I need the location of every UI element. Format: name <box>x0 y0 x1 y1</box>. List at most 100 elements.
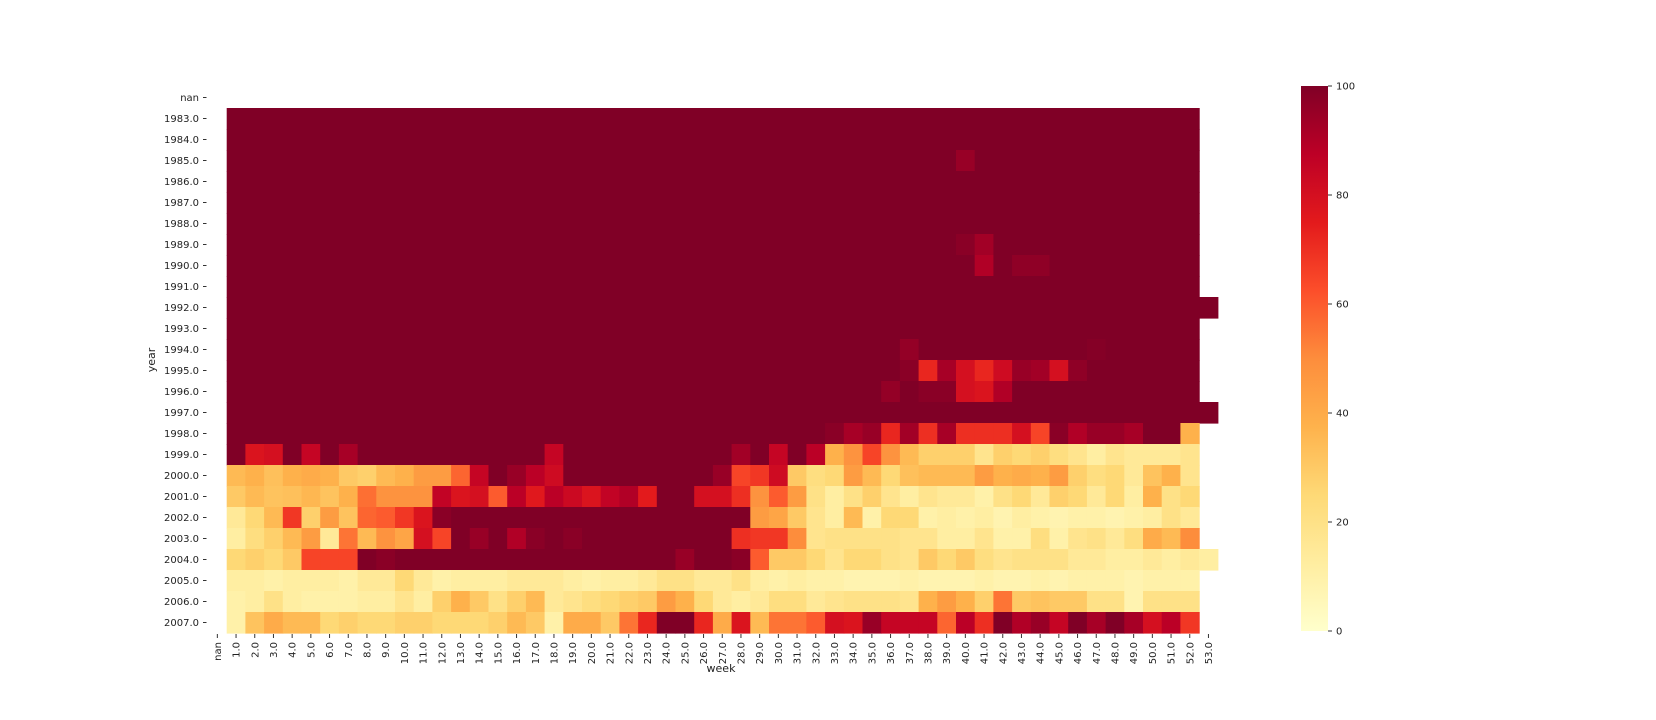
heatmap-cell <box>525 549 546 571</box>
heatmap-cell <box>357 444 377 466</box>
y-tick-label: 2003.0 <box>164 534 199 545</box>
heatmap-cell <box>881 528 901 550</box>
heatmap-cell <box>769 465 789 487</box>
heatmap-cell <box>974 192 994 214</box>
heatmap-cell <box>488 318 508 340</box>
heatmap-cell <box>750 528 770 550</box>
heatmap-cell <box>226 318 246 340</box>
heatmap-cell <box>825 528 845 550</box>
heatmap-cell <box>357 171 377 193</box>
x-tick-label: 17.0 <box>531 642 542 664</box>
heatmap-cell <box>544 192 564 214</box>
heatmap-cell <box>825 549 845 571</box>
heatmap-cell <box>769 444 789 466</box>
heatmap-cell <box>638 507 658 529</box>
heatmap-cell <box>899 402 920 424</box>
heatmap-cell <box>881 570 901 592</box>
colorbar-gradient <box>1301 86 1328 631</box>
heatmap-cell <box>1086 213 1107 235</box>
heatmap-cell <box>320 444 340 466</box>
heatmap-cell <box>600 213 620 235</box>
heatmap-cell <box>432 192 452 214</box>
heatmap-cell <box>862 486 882 508</box>
heatmap-cell <box>1012 129 1032 151</box>
heatmap-cell <box>750 213 770 235</box>
heatmap-cell <box>600 318 620 340</box>
heatmap-cell <box>600 276 620 298</box>
heatmap-cell <box>712 297 733 319</box>
heatmap-cell <box>582 570 602 592</box>
heatmap-cell <box>694 528 714 550</box>
heatmap-cell <box>956 297 976 319</box>
heatmap-cell <box>769 297 789 319</box>
heatmap-cell <box>432 339 452 361</box>
heatmap-cell <box>469 465 490 487</box>
heatmap-cell <box>507 192 527 214</box>
heatmap-cell <box>619 171 639 193</box>
heatmap-cell <box>1012 276 1032 298</box>
heatmap-cell <box>750 423 770 445</box>
heatmap-cell <box>881 381 901 403</box>
heatmap-cell <box>787 612 807 634</box>
heatmap-cell <box>862 549 882 571</box>
heatmap-cell <box>1161 255 1181 277</box>
heatmap-cell <box>862 297 882 319</box>
heatmap-cell <box>918 213 938 235</box>
x-tick-label: 29.0 <box>755 642 766 664</box>
heatmap-cell <box>731 234 751 256</box>
x-tick-label: 31.0 <box>793 642 804 664</box>
heatmap-cell <box>712 465 733 487</box>
heatmap-cell <box>881 297 901 319</box>
heatmap-cell <box>301 318 321 340</box>
heatmap-cell <box>563 486 583 508</box>
heatmap-cell <box>862 318 882 340</box>
heatmap-cell <box>1049 108 1069 130</box>
heatmap-cell <box>881 213 901 235</box>
heatmap-cell <box>694 570 714 592</box>
heatmap-cell <box>731 276 751 298</box>
heatmap-cell <box>638 423 658 445</box>
heatmap-cell <box>395 255 415 277</box>
y-tick-label: 1986.0 <box>164 177 199 188</box>
heatmap-cell <box>525 507 546 529</box>
heatmap-cell <box>264 339 284 361</box>
y-tick-label: 1998.0 <box>164 429 199 440</box>
heatmap-cell <box>395 570 415 592</box>
heatmap-cell <box>694 402 714 424</box>
y-tick-label: 1997.0 <box>164 408 199 419</box>
heatmap-cell <box>843 528 864 550</box>
heatmap-cell <box>544 591 564 613</box>
heatmap-cell <box>862 528 882 550</box>
heatmap-cell <box>956 318 976 340</box>
heatmap-cell <box>862 171 882 193</box>
x-tick-label: 26.0 <box>699 642 710 664</box>
heatmap-cell <box>1030 234 1051 256</box>
heatmap-cell <box>1161 276 1181 298</box>
heatmap-cell <box>843 339 864 361</box>
heatmap-cell <box>451 297 471 319</box>
heatmap-cell <box>600 150 620 172</box>
heatmap-cell <box>731 612 751 634</box>
heatmap-cell <box>413 129 433 151</box>
heatmap-cell <box>600 108 620 130</box>
heatmap-cell <box>675 192 695 214</box>
heatmap-cell <box>432 318 452 340</box>
heatmap-cell <box>544 528 564 550</box>
heatmap-cell <box>825 150 845 172</box>
heatmap-cell <box>750 360 770 382</box>
heatmap-cell <box>1124 108 1144 130</box>
heatmap-cell <box>694 423 714 445</box>
heatmap-cell <box>451 402 471 424</box>
heatmap-cell <box>338 129 359 151</box>
heatmap-cell <box>937 297 957 319</box>
x-tick-label: 22.0 <box>624 642 635 664</box>
heatmap-cell <box>413 549 433 571</box>
heatmap-cell <box>731 591 751 613</box>
heatmap-cell <box>619 528 639 550</box>
heatmap-cell <box>974 444 994 466</box>
heatmap-cell <box>1180 612 1200 634</box>
heatmap-cell <box>1012 570 1032 592</box>
heatmap-cell <box>712 570 733 592</box>
heatmap-cell <box>619 423 639 445</box>
heatmap-cell <box>376 297 396 319</box>
